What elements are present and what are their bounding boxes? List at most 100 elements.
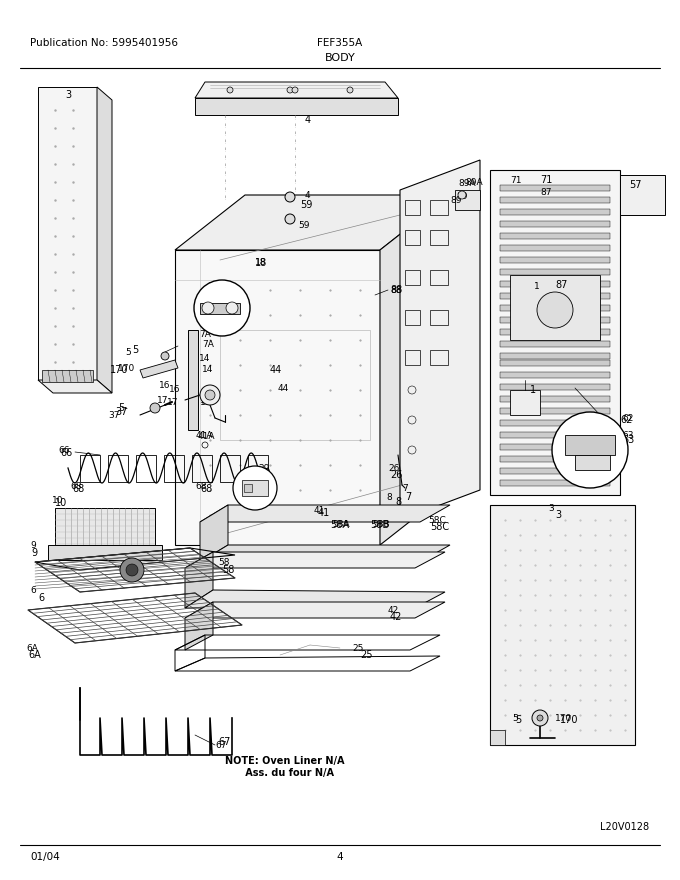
Text: 57: 57 xyxy=(629,180,641,190)
Circle shape xyxy=(200,385,220,405)
Text: 7A: 7A xyxy=(199,329,211,339)
Text: 18: 18 xyxy=(255,258,267,267)
Polygon shape xyxy=(500,245,610,251)
Text: 3: 3 xyxy=(65,90,71,100)
Polygon shape xyxy=(185,590,445,608)
Text: L20V0128: L20V0128 xyxy=(600,822,649,832)
Text: 58C: 58C xyxy=(428,516,446,524)
Text: 6A: 6A xyxy=(26,643,38,652)
Text: 67: 67 xyxy=(218,737,231,747)
Text: 41A: 41A xyxy=(198,432,216,441)
Text: 9: 9 xyxy=(32,548,38,558)
Text: 58A: 58A xyxy=(330,520,349,530)
Text: 25: 25 xyxy=(360,650,373,660)
Polygon shape xyxy=(500,408,610,414)
Text: 15: 15 xyxy=(200,395,211,405)
Polygon shape xyxy=(500,372,610,378)
Polygon shape xyxy=(188,330,198,430)
Text: 62: 62 xyxy=(620,415,632,425)
Text: 89A: 89A xyxy=(465,178,483,187)
Text: 5: 5 xyxy=(515,715,522,725)
Text: 16: 16 xyxy=(158,380,170,390)
Text: Publication No: 5995401956: Publication No: 5995401956 xyxy=(30,38,178,48)
Text: 18: 18 xyxy=(255,258,267,268)
Text: 68: 68 xyxy=(195,481,207,490)
Circle shape xyxy=(227,87,233,93)
Text: 88: 88 xyxy=(390,285,403,295)
Circle shape xyxy=(205,390,215,400)
Circle shape xyxy=(194,280,250,336)
Text: 7: 7 xyxy=(405,492,411,502)
Circle shape xyxy=(120,558,144,582)
Text: 26: 26 xyxy=(388,464,399,473)
Polygon shape xyxy=(500,305,610,311)
Text: 26: 26 xyxy=(390,470,403,480)
Polygon shape xyxy=(500,185,610,191)
Text: 7: 7 xyxy=(402,483,408,493)
Text: 58: 58 xyxy=(222,565,235,575)
Circle shape xyxy=(458,191,466,199)
Text: 4: 4 xyxy=(305,115,311,125)
Polygon shape xyxy=(285,198,295,218)
Polygon shape xyxy=(565,435,615,455)
Text: 5: 5 xyxy=(132,345,138,355)
Circle shape xyxy=(537,292,573,328)
Text: 1: 1 xyxy=(530,385,536,395)
Polygon shape xyxy=(55,508,155,545)
Polygon shape xyxy=(490,170,620,495)
Polygon shape xyxy=(500,456,610,462)
Text: 17: 17 xyxy=(167,398,178,407)
Text: 5-: 5- xyxy=(118,403,128,413)
Polygon shape xyxy=(500,432,610,438)
Polygon shape xyxy=(200,303,240,314)
Circle shape xyxy=(292,87,298,93)
Text: 14: 14 xyxy=(199,354,210,363)
Polygon shape xyxy=(500,468,610,474)
Text: 16: 16 xyxy=(169,385,180,394)
Circle shape xyxy=(552,412,628,488)
Text: 71: 71 xyxy=(510,175,522,185)
Text: 62: 62 xyxy=(622,414,633,422)
Polygon shape xyxy=(500,269,610,275)
Circle shape xyxy=(287,87,293,93)
Text: 21: 21 xyxy=(259,480,271,489)
Text: 10: 10 xyxy=(52,495,63,504)
Polygon shape xyxy=(48,545,162,560)
Text: 170: 170 xyxy=(118,363,135,372)
Polygon shape xyxy=(500,281,610,287)
Text: 170: 170 xyxy=(109,365,128,375)
Text: 14: 14 xyxy=(202,365,214,374)
Polygon shape xyxy=(500,396,610,402)
Text: 41: 41 xyxy=(318,508,330,518)
Circle shape xyxy=(285,192,295,202)
Circle shape xyxy=(347,87,353,93)
Text: 29: 29 xyxy=(258,464,269,473)
Text: 68: 68 xyxy=(72,484,84,494)
Text: 01/04: 01/04 xyxy=(30,852,60,862)
Text: 3: 3 xyxy=(555,510,561,520)
Polygon shape xyxy=(42,370,93,382)
Polygon shape xyxy=(500,444,610,450)
Polygon shape xyxy=(500,480,610,486)
Polygon shape xyxy=(500,293,610,299)
Text: 87: 87 xyxy=(540,187,551,196)
Polygon shape xyxy=(575,455,610,470)
Text: 71: 71 xyxy=(540,175,552,185)
Polygon shape xyxy=(455,190,480,210)
Polygon shape xyxy=(38,87,97,380)
Text: 59: 59 xyxy=(300,200,312,210)
Polygon shape xyxy=(380,195,450,545)
Polygon shape xyxy=(500,209,610,215)
Circle shape xyxy=(532,710,548,726)
Text: 59: 59 xyxy=(298,221,309,230)
Polygon shape xyxy=(620,175,665,215)
Polygon shape xyxy=(500,197,610,203)
Polygon shape xyxy=(510,390,540,415)
Polygon shape xyxy=(195,98,398,115)
Text: BODY: BODY xyxy=(324,53,356,63)
Circle shape xyxy=(150,403,160,413)
Text: 21: 21 xyxy=(258,475,269,485)
Polygon shape xyxy=(175,195,450,250)
Circle shape xyxy=(285,214,295,224)
Text: 41A: 41A xyxy=(196,430,214,439)
